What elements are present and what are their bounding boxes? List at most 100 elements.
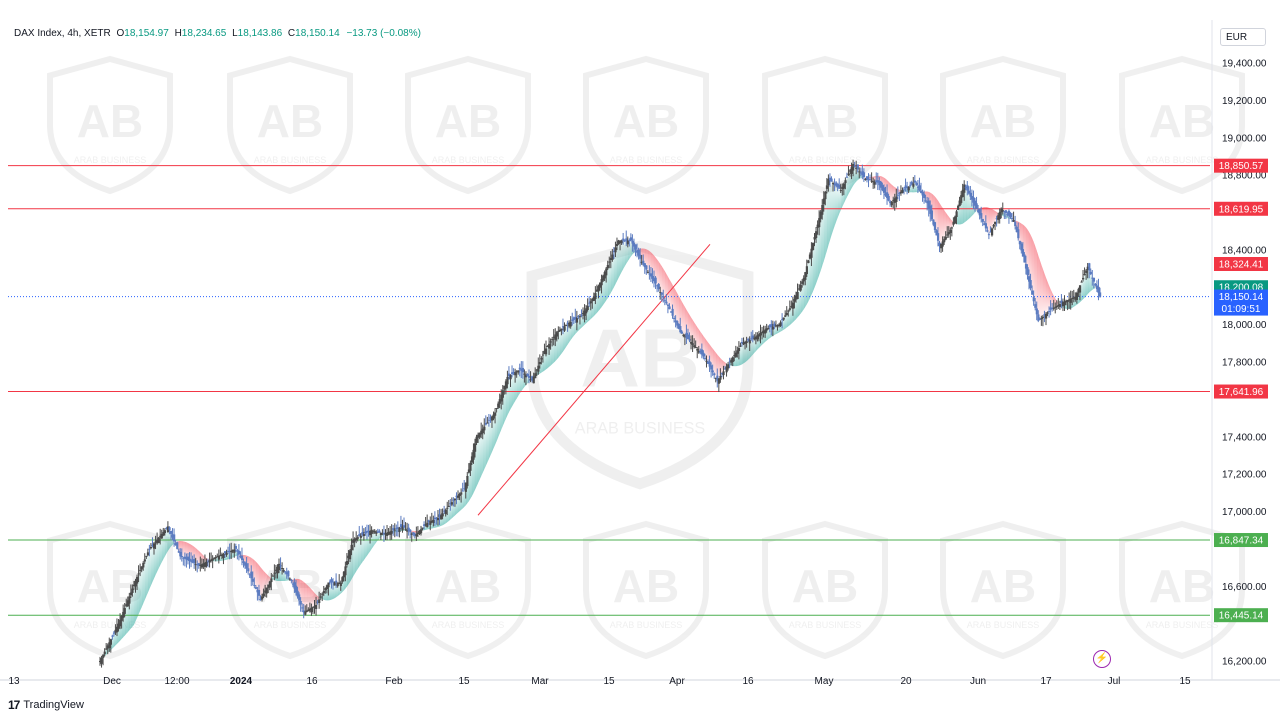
candle-body [404, 528, 407, 530]
candle-body [200, 564, 204, 568]
cloud-segment [496, 403, 499, 442]
cloud-segment [488, 418, 491, 459]
cloud-segment [623, 240, 625, 270]
candle-body [639, 254, 642, 259]
candle-body [207, 560, 210, 562]
cloud-segment [1041, 264, 1043, 319]
candle-body [961, 189, 964, 197]
candle-body [372, 530, 375, 532]
cloud-segment [828, 178, 830, 246]
candle-body [157, 537, 160, 543]
candle-body [612, 250, 616, 252]
candle-body [415, 534, 418, 537]
candle-body [1086, 266, 1089, 271]
candle-body [455, 495, 458, 498]
candle-body [671, 308, 674, 316]
candle-body [509, 375, 512, 380]
candle-body [693, 345, 696, 348]
candle-body [668, 306, 671, 310]
candle-body [264, 590, 267, 593]
candle-body [634, 244, 637, 250]
candle-body [194, 564, 197, 566]
candle-body [299, 601, 302, 605]
y-tick-label: 19,200.00 [1222, 96, 1267, 107]
candle-body [793, 298, 796, 302]
candle-body [730, 359, 733, 363]
candle-body [469, 462, 472, 471]
candle-body [1035, 308, 1038, 315]
candle-body [1004, 210, 1008, 213]
candle-body [926, 201, 929, 204]
candle-body [268, 581, 271, 588]
candle-body [444, 509, 447, 515]
candle-body [602, 275, 605, 281]
candle-body [359, 535, 363, 538]
footer-brand[interactable]: 17 TradingView [8, 698, 84, 712]
candle-body [1068, 299, 1071, 301]
candle-body [271, 575, 275, 577]
level-tag-label: 18,619.95 [1219, 204, 1264, 215]
candle-body [858, 171, 861, 173]
candle-body [421, 527, 424, 529]
cloud-segment [799, 284, 801, 316]
candle-body [677, 323, 680, 329]
candle-body [989, 231, 992, 233]
candle-body [251, 578, 254, 582]
watermark-text: AB [970, 95, 1036, 147]
candle-body [460, 492, 463, 495]
candle-body [890, 201, 893, 206]
candle-body [594, 293, 597, 300]
candle-body [497, 403, 500, 408]
cloud-segment [1044, 273, 1046, 316]
candle-body [565, 325, 568, 327]
candle-body [216, 556, 219, 558]
x-tick-label: 16 [306, 676, 318, 687]
candle-body [298, 594, 301, 601]
candle-body [614, 247, 617, 253]
cloud-segment [362, 534, 364, 563]
brand-text: TradingView [23, 699, 84, 711]
candle-body [328, 581, 332, 583]
candle-body [1091, 277, 1094, 279]
candle-body [768, 325, 771, 328]
candle-body [349, 550, 352, 560]
candle-body [770, 323, 773, 327]
x-tick-label: Dec [103, 676, 121, 687]
candle-body [929, 205, 932, 214]
bolt-icon[interactable]: ⚡ [1093, 650, 1111, 668]
candle-body [478, 432, 481, 438]
candle-body [742, 342, 745, 345]
candle-body [1011, 217, 1014, 219]
candle-body [526, 373, 529, 377]
watermark-text: AB [435, 560, 501, 612]
watermark-text: AB [613, 95, 679, 147]
candle-body [825, 185, 829, 189]
candle-body [711, 370, 714, 373]
candle-body [419, 529, 423, 534]
candle-body [1077, 289, 1080, 293]
candle-body [886, 192, 889, 199]
cloud-segment [157, 537, 159, 572]
change-value: −13.73 (−0.08%) [346, 28, 421, 39]
candle-body [352, 539, 355, 543]
currency-selector[interactable]: EUR [1220, 28, 1266, 46]
candle-body [932, 219, 935, 225]
candle-body [694, 347, 697, 349]
candle-body [202, 563, 205, 567]
cloud-segment [657, 259, 659, 290]
cloud-segment [478, 432, 480, 484]
candle-body [1049, 307, 1052, 310]
candle-body [151, 544, 154, 546]
candle-body [166, 526, 170, 533]
cloud-segment [484, 424, 486, 470]
candle-body [143, 559, 146, 562]
candle-body [1024, 264, 1028, 269]
candle-body [458, 493, 461, 497]
candle-body [335, 580, 338, 583]
candle-body [410, 533, 413, 535]
candle-body [1078, 285, 1082, 293]
cloud-segment [481, 428, 483, 477]
candle-body [913, 180, 917, 183]
candle-body [589, 301, 592, 304]
